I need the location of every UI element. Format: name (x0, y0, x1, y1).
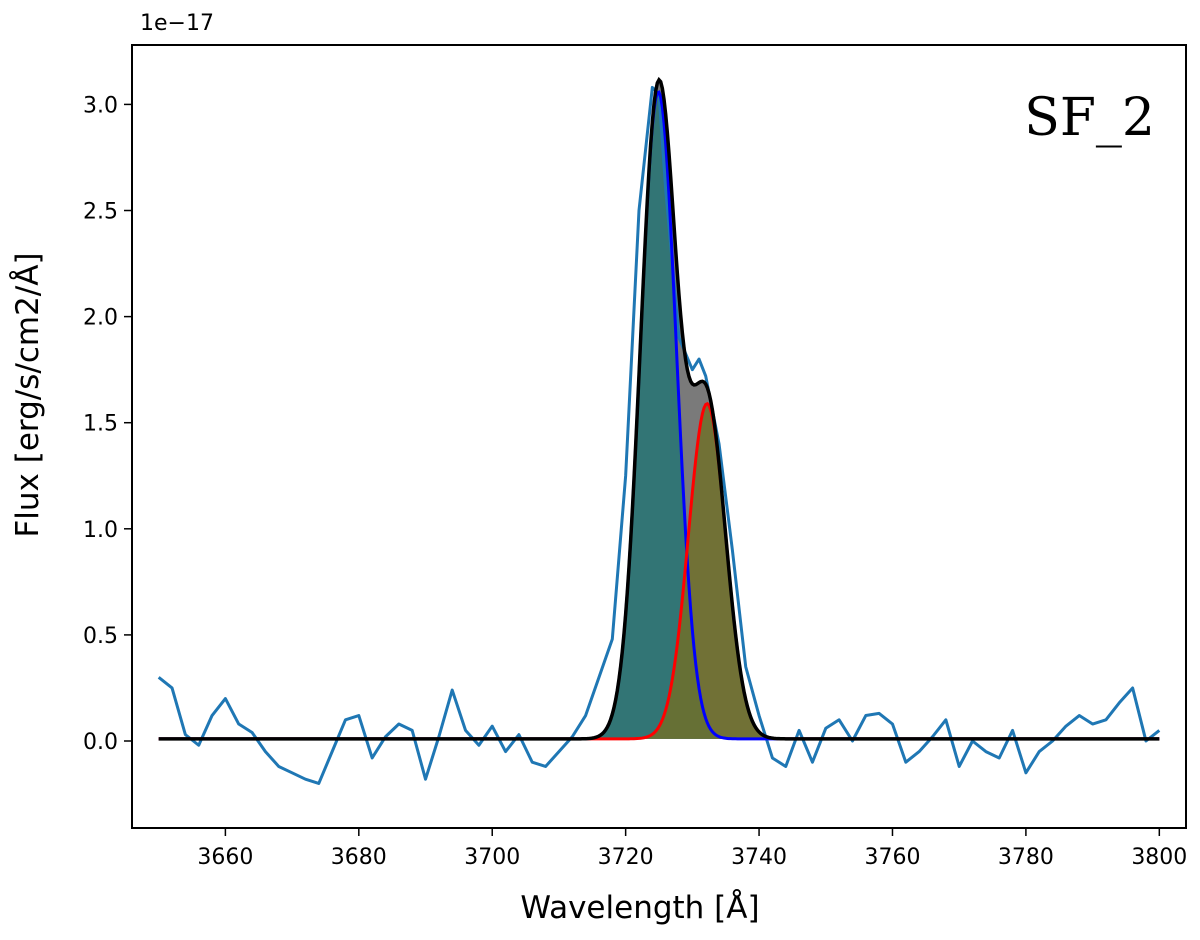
total-fit-line (158, 76, 1160, 741)
component-1-fill (158, 92, 1160, 739)
x-tick-label: 3800 (1131, 845, 1187, 870)
y-tick-label: 1.0 (83, 518, 118, 543)
x-axis-title: Wavelength [Å] (520, 890, 759, 926)
y-offset-label: 1e−17 (140, 11, 214, 36)
x-tick-label: 3780 (998, 845, 1054, 870)
x-axis: 3660 3680 3700 3720 3740 3760 3780 3800 (197, 828, 1187, 870)
x-tick-label: 3660 (197, 845, 253, 870)
y-tick-label: 3.0 (83, 93, 118, 118)
x-tick-label: 3700 (464, 845, 520, 870)
y-tick-label: 0.0 (83, 730, 118, 755)
x-tick-label: 3680 (331, 845, 387, 870)
plot-frame (131, 44, 1187, 829)
x-tick-label: 3740 (731, 845, 787, 870)
fill-layer (158, 79, 1160, 739)
y-tick-label: 0.5 (83, 624, 118, 649)
y-tick-label: 1.5 (83, 412, 118, 437)
y-tick-label: 2.0 (83, 306, 118, 331)
panel-label: SF_2 (1024, 88, 1155, 148)
x-tick-label: 3760 (864, 845, 920, 870)
y-axis-title: Flux [erg/s/cm2/Å] (10, 252, 46, 537)
observed-spectrum-line (157, 85, 1161, 785)
y-tick-label: 2.5 (83, 200, 118, 225)
y-axis: 0.0 0.5 1.0 1.5 2.0 2.5 3.0 (83, 93, 132, 755)
x-tick-label: 3720 (598, 845, 654, 870)
line-layer (157, 76, 1161, 785)
